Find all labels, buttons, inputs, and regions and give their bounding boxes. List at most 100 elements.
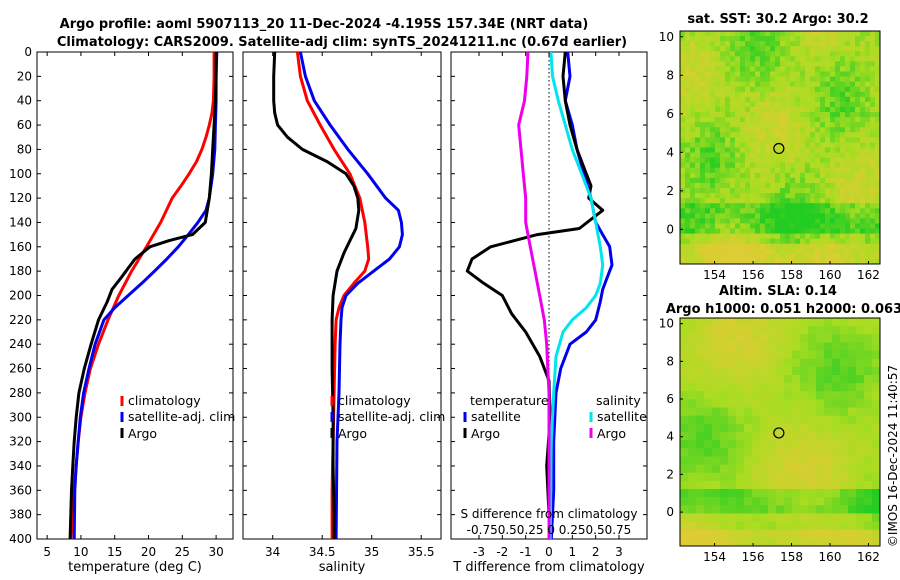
map-cell bbox=[745, 66, 751, 73]
map-cell bbox=[755, 137, 761, 144]
legend-label-climatology: climatology bbox=[338, 393, 411, 408]
map-cell bbox=[816, 537, 825, 546]
map-cell bbox=[855, 112, 861, 118]
map-cell bbox=[795, 157, 801, 164]
map-cell bbox=[700, 223, 706, 230]
map-cell bbox=[800, 480, 809, 490]
map-cell bbox=[845, 66, 851, 73]
map-cell bbox=[720, 76, 726, 83]
map-cell bbox=[688, 375, 697, 384]
map-cell bbox=[850, 61, 856, 68]
map-cell bbox=[715, 177, 721, 184]
map-cell bbox=[760, 56, 766, 62]
map-cell bbox=[740, 233, 746, 240]
map-cell bbox=[795, 61, 801, 68]
map-cell bbox=[710, 193, 716, 199]
map-cell bbox=[710, 36, 716, 42]
map-cell bbox=[875, 243, 880, 250]
map-cell bbox=[875, 66, 880, 73]
map-cell bbox=[835, 132, 841, 138]
map-cell bbox=[855, 152, 861, 159]
legend-label-argo: Argo bbox=[128, 426, 157, 441]
map-cell bbox=[856, 391, 865, 401]
map-cell bbox=[736, 529, 745, 539]
map-cell bbox=[760, 497, 769, 506]
map-cell bbox=[805, 76, 811, 83]
map-cell bbox=[750, 228, 756, 235]
map-cell bbox=[780, 162, 786, 169]
map-cell bbox=[705, 71, 711, 78]
map-cell bbox=[824, 464, 833, 474]
map-cell bbox=[720, 86, 726, 93]
map-cell bbox=[725, 238, 731, 245]
map-cell bbox=[730, 188, 736, 194]
map-cell bbox=[805, 91, 811, 98]
map-cell bbox=[760, 127, 766, 133]
map-cell bbox=[755, 122, 761, 128]
map-cell bbox=[770, 31, 776, 37]
y-tick-label: 2 bbox=[666, 184, 674, 198]
map-cell bbox=[740, 147, 746, 154]
map-cell bbox=[860, 61, 866, 68]
map-cell bbox=[808, 350, 817, 360]
x-tick-label: 5 bbox=[43, 545, 51, 559]
map-cell bbox=[704, 456, 713, 466]
map-cell bbox=[808, 391, 817, 401]
map-cell bbox=[808, 342, 817, 352]
map-cell bbox=[745, 177, 751, 184]
map-cell bbox=[765, 248, 771, 255]
x-tick-label: 1 bbox=[569, 545, 577, 559]
map-cell bbox=[785, 258, 791, 264]
map-cell bbox=[690, 51, 696, 57]
map-cell bbox=[840, 415, 849, 425]
map-cell bbox=[680, 117, 686, 123]
map-cell bbox=[810, 167, 816, 174]
map-cell bbox=[688, 440, 697, 449]
map-cell bbox=[825, 71, 831, 78]
map-cell bbox=[765, 167, 771, 174]
map-cell bbox=[744, 505, 753, 515]
sla-map-panel: Altim. SLA: 0.14 Argo h1000: 0.051 h2000… bbox=[659, 284, 900, 564]
map-cell bbox=[855, 122, 861, 128]
map-cell bbox=[755, 41, 761, 47]
map-cell bbox=[795, 152, 801, 159]
map-cell bbox=[816, 366, 825, 376]
map-cell bbox=[875, 203, 880, 209]
map-cell bbox=[712, 415, 721, 425]
map-cell bbox=[704, 489, 713, 498]
map-cell bbox=[840, 497, 849, 506]
map-cell bbox=[820, 258, 826, 264]
map-cell bbox=[740, 41, 746, 47]
map-cell bbox=[752, 326, 761, 335]
map-cell bbox=[792, 497, 801, 506]
map-cell bbox=[848, 505, 857, 515]
map-cell bbox=[740, 137, 746, 144]
map-cell bbox=[830, 41, 836, 47]
map-cell bbox=[824, 489, 833, 498]
map-cell bbox=[715, 41, 721, 47]
map-cell bbox=[680, 228, 686, 235]
map-cell bbox=[820, 203, 826, 209]
map-cell bbox=[680, 71, 686, 78]
map-cell bbox=[785, 132, 791, 138]
map-cell bbox=[750, 193, 756, 199]
map-cell bbox=[768, 415, 777, 425]
map-cell bbox=[832, 440, 841, 449]
map-cell bbox=[744, 521, 753, 531]
map-cell bbox=[735, 81, 741, 88]
map-cell bbox=[680, 127, 686, 133]
map-cell bbox=[795, 243, 801, 250]
map-cell bbox=[750, 56, 756, 62]
map-cell bbox=[770, 46, 776, 52]
map-cell bbox=[800, 238, 806, 245]
map-cell bbox=[850, 66, 856, 73]
map-cell bbox=[765, 203, 771, 209]
map-cell bbox=[875, 162, 880, 169]
map-cell bbox=[840, 41, 846, 47]
map-cell bbox=[790, 91, 796, 98]
map-cell bbox=[685, 188, 691, 194]
map-cell bbox=[765, 122, 771, 128]
map-cell bbox=[730, 238, 736, 245]
map-cell bbox=[730, 117, 736, 123]
map-cell bbox=[736, 537, 745, 546]
